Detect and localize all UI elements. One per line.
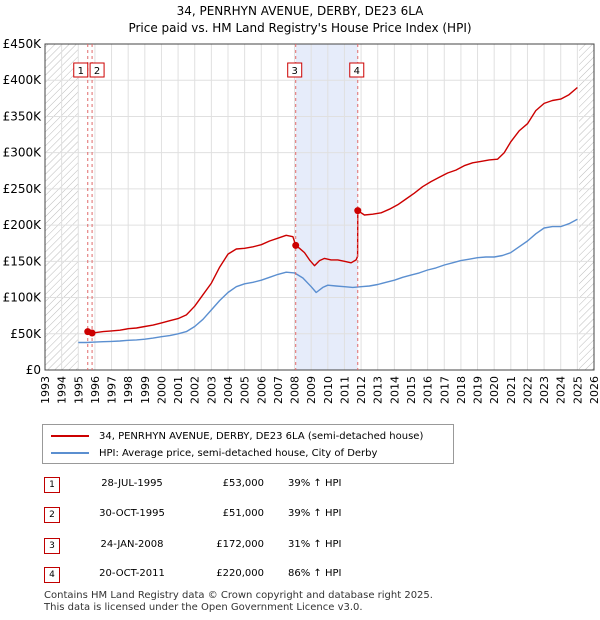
x-tick-label: 2015 [405,376,418,404]
transaction-date: 20-OCT-2011 [99,568,165,579]
hpi-line [78,218,578,344]
x-tick-label: 2006 [255,376,268,404]
x-tick-label: 2013 [372,376,385,404]
chart-title-address: 34, PENRHYN AVENUE, DERBY, DE23 6LA [176,4,424,18]
x-tick-label: 2004 [222,376,235,404]
y-tick-label: £200K [3,218,43,232]
x-tick-label: 1997 [106,376,119,404]
shaded-period [295,44,358,370]
x-tick-label: 2021 [505,376,518,404]
sale-point [88,329,96,337]
transaction-hpi-change: 39% ↑ HPI [288,478,342,489]
x-tick-label: 2000 [155,376,168,404]
x-tick-label: 2025 [571,376,584,404]
transaction-number: 1 [44,477,60,493]
x-tick-label: 2003 [205,376,218,404]
legend-item-hpi: HPI: Average price, semi-detached house,… [51,446,377,460]
transaction-hpi-change: 39% ↑ HPI [288,508,342,519]
transaction-number: 4 [44,567,60,583]
x-tick-label: 1993 [39,376,52,404]
x-tick-label: 2017 [438,376,451,404]
y-tick-label: £350K [3,109,43,123]
sale-label-box [349,62,365,78]
sale-label-box [89,62,105,78]
legend-hpi-label: HPI: Average price, semi-detached house,… [99,447,378,459]
transaction-number: 2 [44,507,60,523]
hatched-region [579,44,594,370]
transaction-price: £53,000 [222,478,264,489]
transaction-price: £51,000 [222,508,264,519]
x-tick-label: 2023 [538,376,551,404]
x-tick-label: 2008 [289,376,302,404]
x-tick-label: 2010 [322,376,335,404]
legend-hpi-swatch [51,452,89,454]
price-chart: £0 £50K £100K £150K £200K £250K £300K £350K £400… [3,37,600,404]
property-price-line [87,86,578,334]
sale-label: 1 [78,66,84,77]
legend-property-swatch [51,435,89,437]
x-tick-label: 2019 [472,376,485,404]
transaction-price: £172,000 [216,539,264,550]
x-tick-label: 2026 [588,376,600,404]
x-tick-label: 1998 [122,376,135,404]
transaction-price: £220,000 [216,568,264,579]
legend-item-property: 34, PENRHYN AVENUE, DERBY, DE23 6LA (sem… [51,429,423,443]
x-tick-label: 2024 [555,376,568,404]
transaction-hpi-change: 31% ↑ HPI [288,539,342,550]
sale-label: 4 [354,66,360,77]
y-tick-label: £400K [3,73,43,87]
footer-license: This data is licensed under the Open Gov… [44,602,363,613]
sale-label-box [287,62,303,78]
transaction-date: 30-OCT-1995 [99,508,165,519]
transaction-hpi-change: 86% ↑ HPI [288,568,342,579]
x-tick-label: 2014 [388,376,401,404]
x-tick-label: 1999 [139,376,152,404]
x-tick-label: 2007 [272,376,285,404]
x-tick-label: 2002 [189,376,202,404]
y-tick-label: £250K [3,182,43,196]
y-tick-label: £50K [10,327,42,341]
transaction-number: 3 [44,538,60,554]
chart-subtitle: Price paid vs. HM Land Registry's House … [128,21,472,35]
chart-legend: 34, PENRHYN AVENUE, DERBY, DE23 6LA (sem… [42,424,454,464]
sale-label: 3 [292,66,298,77]
y-tick-label: £300K [3,146,43,160]
sale-point [354,207,362,215]
transaction-date: 24-JAN-2008 [100,539,164,550]
y-tick-label: £100K [3,291,43,305]
x-tick-label: 2016 [422,376,435,404]
x-tick-label: 2020 [488,376,501,404]
x-tick-label: 2005 [239,376,252,404]
x-tick-label: 2009 [305,376,318,404]
y-tick-label: £450K [3,37,43,51]
sale-label: 2 [94,66,100,77]
x-tick-label: 1996 [89,376,102,404]
x-tick-label: 2012 [355,376,368,404]
legend-property-label: 34, PENRHYN AVENUE, DERBY, DE23 6LA (sem… [99,430,424,442]
footer-copyright: Contains HM Land Registry data © Crown c… [44,590,433,601]
x-tick-label: 2001 [172,376,185,404]
x-tick-label: 1995 [72,376,85,404]
axes-frame [44,43,595,371]
y-tick-label: £150K [3,254,43,268]
x-tick-label: 2022 [521,376,534,404]
sale-point [292,241,300,249]
x-tick-label: 2018 [455,376,468,404]
y-tick-label: £0 [26,363,41,377]
x-tick-label: 2011 [338,376,351,404]
transaction-date: 28-JUL-1995 [101,478,163,489]
x-tick-label: 1994 [56,376,69,404]
sale-label-box [73,62,89,78]
